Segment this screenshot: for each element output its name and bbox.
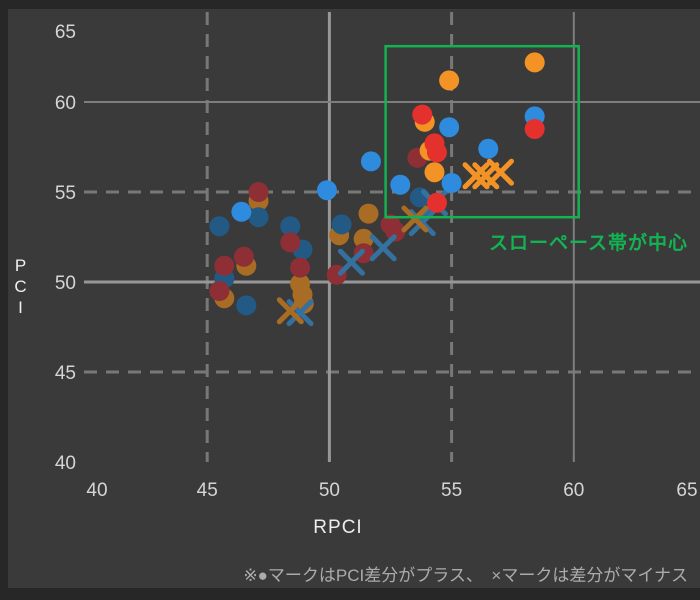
data-point-x-marker xyxy=(462,162,490,190)
data-point-circle xyxy=(290,257,311,278)
data-point-circle xyxy=(280,216,301,237)
data-point-circle xyxy=(524,119,545,139)
chart-footnote: ※●マークはPCI差分がプラス、 ×マークは差分がマイナス xyxy=(243,566,688,585)
data-point-circle xyxy=(233,246,254,267)
data-point-x-marker xyxy=(408,209,436,237)
data-point-circle xyxy=(358,203,379,224)
x-tick-label: 55 xyxy=(441,480,462,501)
chart-panel xyxy=(8,9,700,588)
data-point-circle xyxy=(209,281,230,301)
data-point-circle xyxy=(524,52,545,73)
y-tick-label: 40 xyxy=(55,453,76,474)
data-point-circle xyxy=(248,207,269,228)
y-axis-title: PCI xyxy=(11,256,30,319)
data-point-x-marker xyxy=(276,297,304,325)
y-tick-label: 55 xyxy=(55,183,76,204)
data-point-circle xyxy=(390,174,411,195)
data-point-circle xyxy=(426,142,447,163)
data-point-circle xyxy=(353,228,374,249)
y-tick-label: 50 xyxy=(55,273,76,294)
data-point-circle xyxy=(412,104,433,125)
data-point-circle xyxy=(316,180,337,201)
data-point-circle xyxy=(331,214,352,235)
y-tick-label: 60 xyxy=(55,93,76,114)
highlight-box-label: スローペース帯が中心 xyxy=(488,233,688,254)
data-point-circle xyxy=(441,173,462,193)
x-tick-label: 40 xyxy=(86,480,107,501)
data-point-circle xyxy=(209,216,230,237)
data-point-x-marker xyxy=(472,162,500,190)
data-point-circle xyxy=(424,162,445,183)
x-tick-label: 50 xyxy=(319,480,340,501)
highlight-box xyxy=(384,44,580,219)
data-point-circle xyxy=(439,117,460,138)
x-tick-label: 65 xyxy=(676,480,697,501)
data-point-circle xyxy=(360,151,381,172)
data-point-circle xyxy=(214,255,235,276)
x-tick-label: 60 xyxy=(563,480,584,501)
x-tick-label: 45 xyxy=(197,480,218,501)
data-point-x-marker xyxy=(337,248,365,276)
data-point-circle xyxy=(248,182,269,202)
y-tick-label: 45 xyxy=(55,363,76,384)
x-axis-title: RPCI xyxy=(313,517,363,538)
data-point-circle xyxy=(426,192,447,213)
data-point-circle xyxy=(439,70,460,91)
data-point-circle xyxy=(231,201,252,222)
data-point-circle xyxy=(236,295,257,316)
data-point-x-marker xyxy=(401,205,429,233)
y-tick-label: 65 xyxy=(55,22,76,43)
data-point-circle xyxy=(280,232,301,253)
data-point-circle xyxy=(385,221,406,242)
data-point-circle xyxy=(478,138,499,159)
data-point-x-marker xyxy=(369,234,397,262)
data-point-x-marker xyxy=(486,158,514,186)
